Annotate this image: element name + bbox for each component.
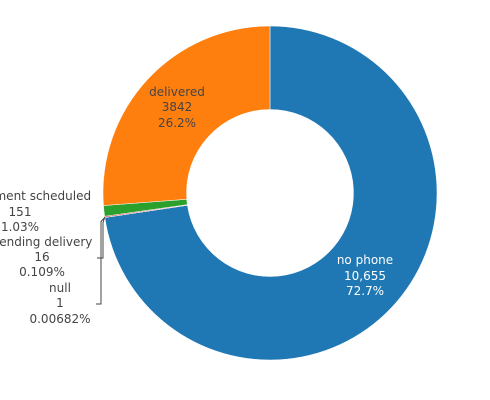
- label-appointment-scheduled: appointment scheduled 151 1.03%: [0, 189, 91, 234]
- slice-label-null-name: null: [49, 281, 71, 295]
- label-delivered: delivered 3842 26.2%: [149, 85, 205, 130]
- slice-label-no-phone-percent: 72.7%: [346, 284, 384, 298]
- slice-label-null-value: 1: [56, 296, 64, 310]
- label-pending-delivery: pending delivery 16 0.109%: [0, 235, 92, 279]
- slice-label-pending-value: 16: [34, 250, 49, 264]
- slice-label-appointment-name: appointment scheduled: [0, 189, 91, 203]
- slice-label-no-phone-value: 10,655: [344, 269, 386, 283]
- slice-label-delivered-name: delivered: [149, 85, 205, 99]
- leader-line-pending-delivery: [97, 216, 106, 259]
- slice-label-null-percent: 0.00682%: [29, 312, 90, 326]
- slice-label-appointment-value: 151: [9, 205, 32, 219]
- slice-label-delivered-value: 3842: [162, 100, 193, 114]
- label-null: null 1 0.00682%: [29, 281, 90, 326]
- leader-line-null: [96, 217, 106, 305]
- slice-label-pending-name: pending delivery: [0, 235, 92, 249]
- slice-label-pending-percent: 0.109%: [19, 265, 65, 279]
- slice-label-no-phone-name: no phone: [337, 253, 393, 267]
- leader-lines-group: [96, 216, 106, 305]
- slice-label-appointment-percent: 1.03%: [1, 220, 39, 234]
- label-no-phone: no phone 10,655 72.7%: [337, 253, 393, 298]
- slice-label-delivered-percent: 26.2%: [158, 116, 196, 130]
- slices-group: [102, 25, 438, 361]
- slice-delivered: [102, 25, 271, 206]
- slice-no-phone: [104, 25, 438, 361]
